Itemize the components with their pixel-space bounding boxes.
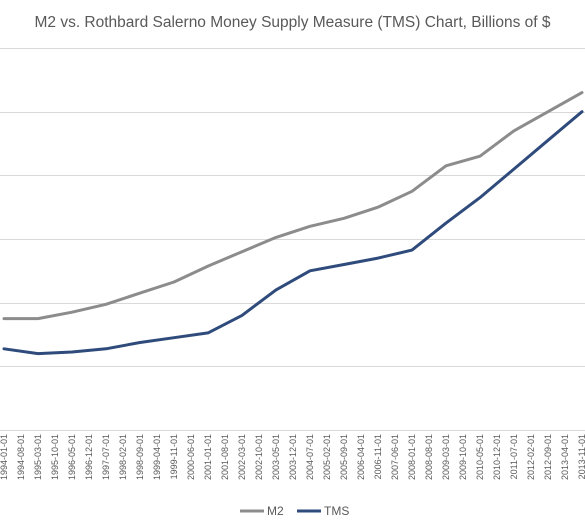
x-tick-label: 1997-07-01 xyxy=(101,434,111,480)
x-tick-label: 2001-08-01 xyxy=(220,434,230,480)
x-tick-label: 2011-07-01 xyxy=(509,434,519,479)
series-line-tms xyxy=(2,110,584,356)
x-tick-label: 1998-09-01 xyxy=(135,434,145,480)
series-line-m2 xyxy=(2,91,584,321)
x-tick-label: 2008-08-01 xyxy=(424,434,434,480)
x-tick-label: 1994-08-01 xyxy=(16,434,26,480)
gridlines xyxy=(0,48,585,431)
x-tick-label: 1999-04-01 xyxy=(152,434,162,480)
x-tick-label: 2005-02-01 xyxy=(322,434,332,480)
x-tick-label: 1995-10-01 xyxy=(50,434,60,480)
x-tick-label: 2001-01-01 xyxy=(203,434,213,480)
x-tick-label: 2013-04-01 xyxy=(560,434,570,480)
x-tick-label: 2009-10-01 xyxy=(458,434,468,480)
x-tick-label: 2000-06-01 xyxy=(186,434,196,480)
legend-label-tms: TMS xyxy=(324,504,349,518)
x-tick-label: 2009-03-01 xyxy=(441,434,451,480)
x-tick-label: 2002-10-01 xyxy=(254,434,264,480)
x-tick-label: 2006-11-01 xyxy=(373,434,383,479)
x-tick-label: 1998-02-01 xyxy=(118,434,128,480)
chart-title: M2 vs. Rothbard Salerno Money Supply Mea… xyxy=(34,14,551,31)
x-tick-label: 1996-12-01 xyxy=(84,434,94,480)
x-axis-tick-labels: 1994-01-01 1994-08-01 1995-03-01 1995-10-01… xyxy=(0,434,585,480)
x-tick-label: 1999-11-01 xyxy=(169,434,179,479)
x-tick-label: 2004-07-01 xyxy=(305,434,315,480)
x-tick-label: 2013-11-01 xyxy=(577,434,585,479)
legend-label-m2: M2 xyxy=(267,504,284,518)
x-tick-label: 2005-09-01 xyxy=(339,434,349,480)
x-tick-label: 1994-01-01 xyxy=(0,434,9,480)
x-tick-label: 2012-02-01 xyxy=(526,434,536,480)
x-tick-label: 2002-03-01 xyxy=(237,434,247,480)
x-tick-label: 2010-05-01 xyxy=(475,434,485,480)
x-tick-label: 2010-12-01 xyxy=(492,434,502,480)
series-lines xyxy=(2,91,584,356)
x-tick-label: 2012-09-01 xyxy=(543,434,553,480)
x-tick-label: 2007-06-01 xyxy=(390,434,400,480)
x-tick-label: 2008-01-01 xyxy=(407,434,417,480)
legend: M2 TMS xyxy=(240,504,349,518)
x-tick-label: 1996-05-01 xyxy=(67,434,77,480)
x-tick-label: 1995-03-01 xyxy=(33,434,43,480)
x-tick-label: 2006-04-01 xyxy=(356,434,366,480)
x-tick-label: 2003-12-01 xyxy=(288,434,298,480)
x-tick-label: 2003-05-01 xyxy=(271,434,281,480)
